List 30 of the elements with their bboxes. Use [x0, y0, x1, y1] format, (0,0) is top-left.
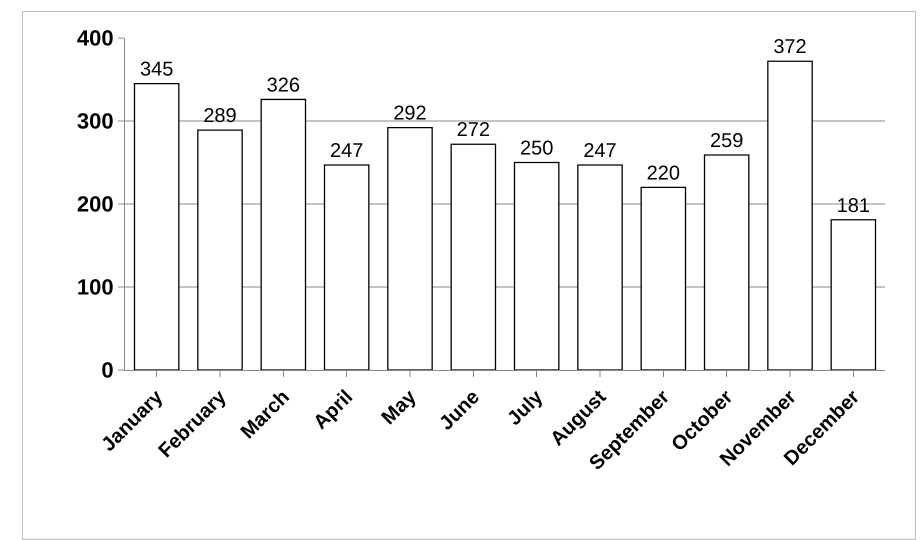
x-tick-label: May	[378, 385, 422, 430]
data-label: 247	[330, 140, 364, 162]
bar	[577, 164, 623, 370]
bar	[197, 129, 243, 370]
data-label: 292	[393, 102, 427, 125]
bar	[830, 219, 876, 370]
y-tick-label: 200	[76, 192, 114, 217]
bar	[450, 144, 496, 370]
data-label: 326	[266, 74, 300, 96]
data-label: 272	[456, 119, 490, 142]
bar	[704, 154, 750, 370]
data-label: 247	[583, 140, 617, 162]
data-label: 259	[710, 130, 744, 152]
y-tick-label: 400	[76, 26, 114, 51]
bar	[260, 98, 306, 370]
data-label: 345	[140, 58, 174, 81]
data-label: 181	[836, 194, 870, 217]
bar	[387, 126, 433, 370]
bar	[514, 162, 560, 370]
data-label: 289	[203, 105, 237, 128]
bar	[767, 60, 813, 370]
bar	[134, 83, 180, 370]
y-tick-label: 300	[76, 108, 114, 134]
bar	[640, 186, 686, 370]
bar	[324, 164, 370, 370]
y-tick-label: 100	[76, 274, 114, 300]
data-label: 220	[646, 162, 680, 184]
data-label: 250	[520, 138, 554, 160]
y-tick-label: 0	[101, 358, 114, 383]
data-label: 372	[773, 36, 807, 58]
